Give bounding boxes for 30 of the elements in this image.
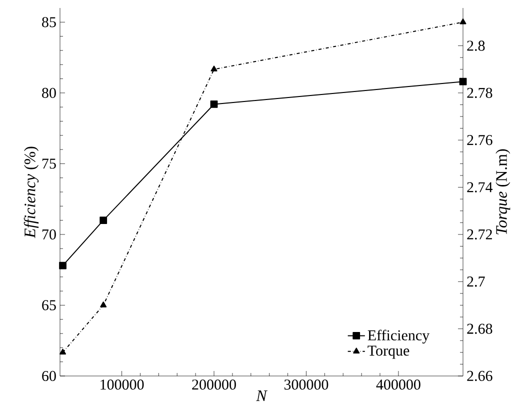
y-tick-label: 65	[42, 300, 56, 310]
y2-tick-label: 2.78	[467, 88, 492, 98]
y-axis-title: Efficiency (%)	[24, 146, 39, 238]
x-tick-label: 300000	[284, 380, 328, 390]
x-axis-title: N	[256, 390, 268, 401]
y2-tick-label: 2.66	[467, 370, 492, 382]
y2-tick-label: 2.7	[467, 276, 485, 287]
y2-tick-label: 2.72	[467, 229, 492, 240]
y2-axis-title: Torque (N.m)	[496, 149, 510, 234]
y2-tick-label: 2.68	[467, 324, 492, 334]
legend-label: Torque	[368, 346, 410, 359]
point	[60, 348, 66, 354]
point	[100, 302, 107, 308]
point	[210, 100, 218, 108]
y-tick-label: 75	[42, 158, 56, 169]
point	[59, 262, 66, 270]
y-tick-label: 80	[42, 88, 56, 98]
x-tick-label: 400000	[376, 380, 420, 390]
y-tick-label: 70	[42, 229, 56, 240]
point	[100, 216, 108, 224]
x-tick-label: 100000	[100, 380, 144, 390]
y2-tick-label: 2.74	[467, 182, 493, 192]
y2-tick-label: 2.8	[467, 40, 485, 51]
legend-label: Efficiency	[368, 330, 430, 344]
x-tick-label: 200000	[192, 380, 236, 390]
y-tick-label: 85	[42, 17, 56, 28]
point	[210, 66, 218, 72]
point	[460, 18, 466, 24]
y2-tick-label: 2.76	[467, 135, 492, 146]
y-tick-label: 60	[42, 370, 56, 382]
